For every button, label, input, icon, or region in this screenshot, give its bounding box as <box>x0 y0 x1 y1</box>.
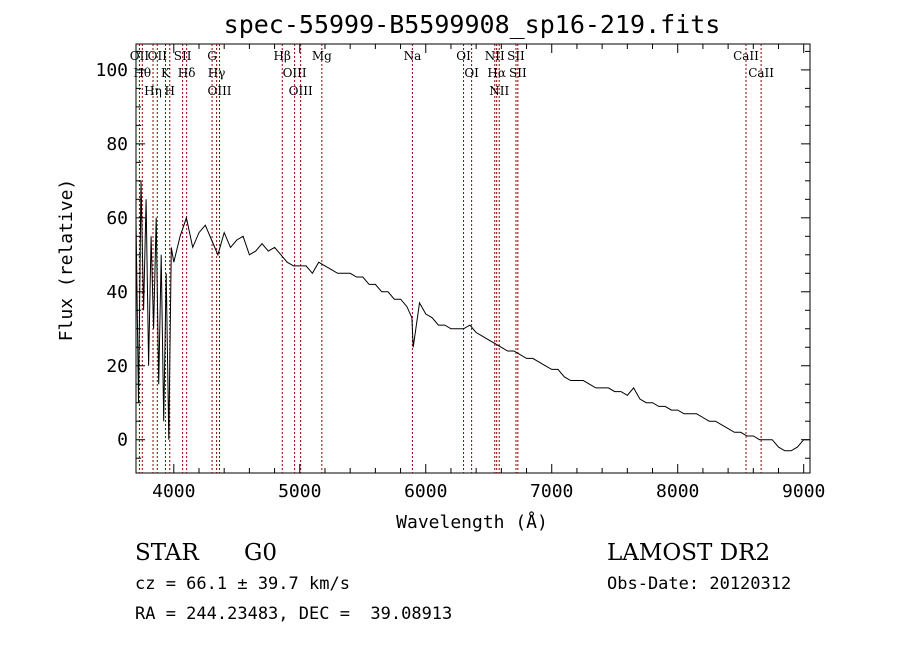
x-tick-label: 4000 <box>152 481 195 502</box>
spectral-line-label: Na <box>404 49 422 63</box>
spectral-line-label: OI <box>456 49 471 63</box>
y-tick-label: 20 <box>106 356 128 377</box>
spectral-line-labels: OII Hθ Hη OII KH SII Hδ G Hγ OIII Hβ OIII OIII Mg Na OI… <box>130 49 775 98</box>
obs-date-text: Obs-Date: 20120312 <box>607 574 792 594</box>
spectral-line-label: Hγ <box>208 66 226 80</box>
y-axis-ticks: 0 20 40 60 80 100 <box>95 50 810 459</box>
coords-text: RA = 244.23483, DEC = 39.08913 <box>135 604 453 624</box>
x-tick-label: 5000 <box>278 481 321 502</box>
spectral-line-label: Hη <box>144 84 162 98</box>
spectral-line-label: G <box>207 49 217 63</box>
spectral-line-markers <box>138 44 762 473</box>
class-label: STAR <box>135 540 199 566</box>
spectral-line-label: OIII <box>289 84 313 98</box>
spectral-line-label: SII <box>174 49 192 63</box>
spectral-line-label: H <box>165 84 175 98</box>
spectral-line-label: SII <box>509 66 527 80</box>
spectral-line-label: Hδ <box>178 66 196 80</box>
survey-label: LAMOST DR2 <box>607 540 771 566</box>
spectral-line-label: Mg <box>312 49 332 63</box>
x-tick-label: 8000 <box>656 481 699 502</box>
y-tick-label: 60 <box>106 208 128 229</box>
spectral-line-label: CaII <box>733 49 759 63</box>
x-tick-label: 6000 <box>404 481 447 502</box>
spectral-line-label: K <box>161 66 171 80</box>
plot-frame <box>135 43 811 474</box>
spectrum-series-line <box>135 180 810 452</box>
chart-title: spec-55999-B5599908_sp16-219.fits <box>224 10 721 39</box>
spectral-line-label: OIII <box>207 84 231 98</box>
y-tick-label: 40 <box>106 282 128 303</box>
redshift-text: cz = 66.1 ± 39.7 km/s <box>135 574 350 594</box>
y-tick-label: 0 <box>117 430 128 451</box>
spectral-line-label: SII <box>507 49 525 63</box>
x-tick-label: 7000 <box>530 481 573 502</box>
spectral-line-label: CaII <box>748 66 774 80</box>
y-tick-label: 80 <box>106 134 128 155</box>
spectral-line-label: OII <box>148 49 168 63</box>
spectral-line-label: NII <box>485 49 505 63</box>
x-axis-ticks: 4000 5000 6000 7000 8000 9000 <box>152 44 825 502</box>
spectral-line-label: Hβ <box>274 49 291 63</box>
spectral-line-label: OI <box>464 66 479 80</box>
y-axis-label: Flux (relative) <box>56 179 77 342</box>
subclass-label: G0 <box>244 540 278 566</box>
spectral-line-label: Hθ <box>133 66 151 80</box>
spectral-line-label: Hα <box>487 66 506 80</box>
y-tick-label: 100 <box>95 60 128 81</box>
spectral-line-label: OII <box>130 49 150 63</box>
spectral-line-label: OIII <box>283 66 307 80</box>
x-tick-label: 9000 <box>782 481 825 502</box>
spectral-line-label: NII <box>489 84 509 98</box>
x-axis-label: Wavelength (Å) <box>396 511 548 533</box>
